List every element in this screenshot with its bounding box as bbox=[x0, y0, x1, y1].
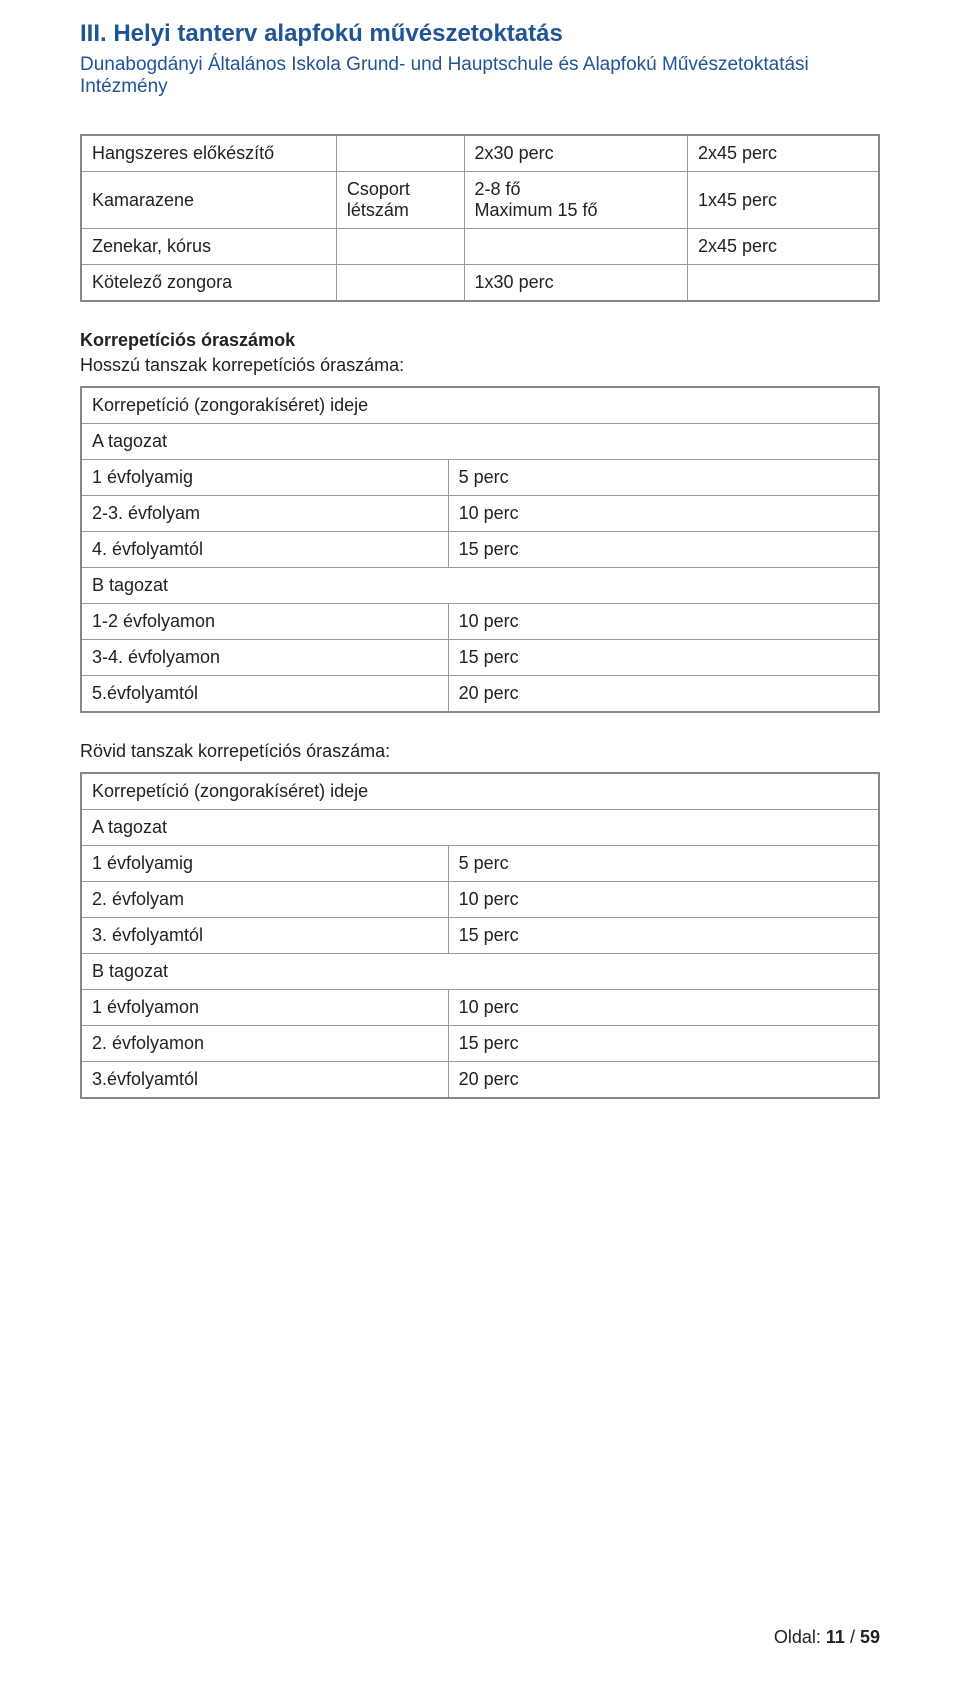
table-cell: Zenekar, kórus bbox=[81, 229, 336, 265]
table-row: 2. évfolyam10 perc bbox=[81, 882, 879, 918]
page-title: III. Helyi tanterv alapfokú művészetokta… bbox=[80, 20, 880, 48]
table-row: KamarazeneCsoport létszám2-8 fő Maximum … bbox=[81, 172, 879, 229]
table-cell: Korrepetíció (zongorakíséret) ideje bbox=[81, 387, 879, 424]
page-subtitle: Dunabogdányi Általános Iskola Grund- und… bbox=[80, 54, 880, 98]
table-row: 5.évfolyamtól20 perc bbox=[81, 676, 879, 713]
section-sub: Hosszú tanszak korrepetíciós óraszáma: bbox=[80, 355, 880, 376]
table-cell bbox=[687, 265, 879, 302]
section-sub: Rövid tanszak korrepetíciós óraszáma: bbox=[80, 741, 880, 762]
table-cell: 1 évfolyamon bbox=[81, 990, 448, 1026]
table-cell bbox=[336, 265, 464, 302]
table-cell: 1-2 évfolyamon bbox=[81, 604, 448, 640]
table-cell: 1x45 perc bbox=[687, 172, 879, 229]
table-cell: 10 perc bbox=[448, 990, 879, 1026]
table-row: Korrepetíció (zongorakíséret) ideje bbox=[81, 387, 879, 424]
table-cell: A tagozat bbox=[81, 424, 879, 460]
table-cell: 5.évfolyamtól bbox=[81, 676, 448, 713]
table-row: 2-3. évfolyam10 perc bbox=[81, 496, 879, 532]
table-cell: A tagozat bbox=[81, 810, 879, 846]
table-row: 4. évfolyamtól15 perc bbox=[81, 532, 879, 568]
table-cell: 2x45 perc bbox=[687, 229, 879, 265]
footer-label: Oldal: bbox=[774, 1627, 821, 1647]
table-row: 3.évfolyamtól20 perc bbox=[81, 1062, 879, 1099]
table-cell: 3-4. évfolyamon bbox=[81, 640, 448, 676]
table-cell: 2-8 fő Maximum 15 fő bbox=[464, 172, 687, 229]
table-cell: 1x30 perc bbox=[464, 265, 687, 302]
table-cell: Kötelező zongora bbox=[81, 265, 336, 302]
table-row: Kötelező zongora 1x30 perc bbox=[81, 265, 879, 302]
section-heading: Korrepetíciós óraszámok bbox=[80, 330, 880, 351]
footer-page: 11 bbox=[826, 1627, 845, 1647]
table-cell: 15 perc bbox=[448, 918, 879, 954]
table-body: Korrepetíció (zongorakíséret) idejeA tag… bbox=[81, 387, 879, 712]
table-cell: B tagozat bbox=[81, 954, 879, 990]
table-row: 3-4. évfolyamon15 perc bbox=[81, 640, 879, 676]
footer-total: 59 bbox=[860, 1627, 880, 1647]
table-row: 3. évfolyamtól15 perc bbox=[81, 918, 879, 954]
table-row: Hangszeres előkészítő 2x30 perc2x45 perc bbox=[81, 135, 879, 172]
table-row: 1 évfolyamon10 perc bbox=[81, 990, 879, 1026]
table-row: Korrepetíció (zongorakíséret) ideje bbox=[81, 773, 879, 810]
table-body: Korrepetíció (zongorakíséret) idejeA tag… bbox=[81, 773, 879, 1098]
table-row: 1-2 évfolyamon10 perc bbox=[81, 604, 879, 640]
table-cell bbox=[464, 229, 687, 265]
table-korrep-long: Korrepetíció (zongorakíséret) idejeA tag… bbox=[80, 386, 880, 713]
table-row: B tagozat bbox=[81, 568, 879, 604]
table-hours: Hangszeres előkészítő2x30 perc2x45 percK… bbox=[80, 134, 880, 302]
table-cell: 3. évfolyamtól bbox=[81, 918, 448, 954]
table-cell: 2. évfolyam bbox=[81, 882, 448, 918]
table-cell: B tagozat bbox=[81, 568, 879, 604]
table-cell: 10 perc bbox=[448, 604, 879, 640]
table-row: A tagozat bbox=[81, 810, 879, 846]
table-korrep-short: Korrepetíció (zongorakíséret) idejeA tag… bbox=[80, 772, 880, 1099]
table-cell: 20 perc bbox=[448, 676, 879, 713]
table-row: Zenekar, kórus 2x45 perc bbox=[81, 229, 879, 265]
table-row: 1 évfolyamig5 perc bbox=[81, 846, 879, 882]
table-cell: Korrepetíció (zongorakíséret) ideje bbox=[81, 773, 879, 810]
table-cell: Csoport létszám bbox=[336, 172, 464, 229]
table-row: 2. évfolyamon15 perc bbox=[81, 1026, 879, 1062]
table-row: 1 évfolyamig5 perc bbox=[81, 460, 879, 496]
table-cell: 20 perc bbox=[448, 1062, 879, 1099]
table-cell bbox=[336, 135, 464, 172]
footer-sep: / bbox=[850, 1627, 855, 1647]
table-cell: Kamarazene bbox=[81, 172, 336, 229]
table-cell: 1 évfolyamig bbox=[81, 846, 448, 882]
table-cell: 15 perc bbox=[448, 532, 879, 568]
table-cell: 2x45 perc bbox=[687, 135, 879, 172]
table-cell: Hangszeres előkészítő bbox=[81, 135, 336, 172]
table-cell: 2-3. évfolyam bbox=[81, 496, 448, 532]
page-footer: Oldal: 11 / 59 bbox=[774, 1627, 880, 1648]
table-body: Hangszeres előkészítő2x30 perc2x45 percK… bbox=[81, 135, 879, 301]
table-cell: 10 perc bbox=[448, 496, 879, 532]
table-cell: 5 perc bbox=[448, 460, 879, 496]
table-cell: 15 perc bbox=[448, 1026, 879, 1062]
table-cell: 4. évfolyamtól bbox=[81, 532, 448, 568]
table-cell bbox=[336, 229, 464, 265]
table-cell: 2x30 perc bbox=[464, 135, 687, 172]
table-cell: 10 perc bbox=[448, 882, 879, 918]
table-cell: 5 perc bbox=[448, 846, 879, 882]
table-row: B tagozat bbox=[81, 954, 879, 990]
table-cell: 2. évfolyamon bbox=[81, 1026, 448, 1062]
table-cell: 15 perc bbox=[448, 640, 879, 676]
table-row: A tagozat bbox=[81, 424, 879, 460]
table-cell: 1 évfolyamig bbox=[81, 460, 448, 496]
table-cell: 3.évfolyamtól bbox=[81, 1062, 448, 1099]
